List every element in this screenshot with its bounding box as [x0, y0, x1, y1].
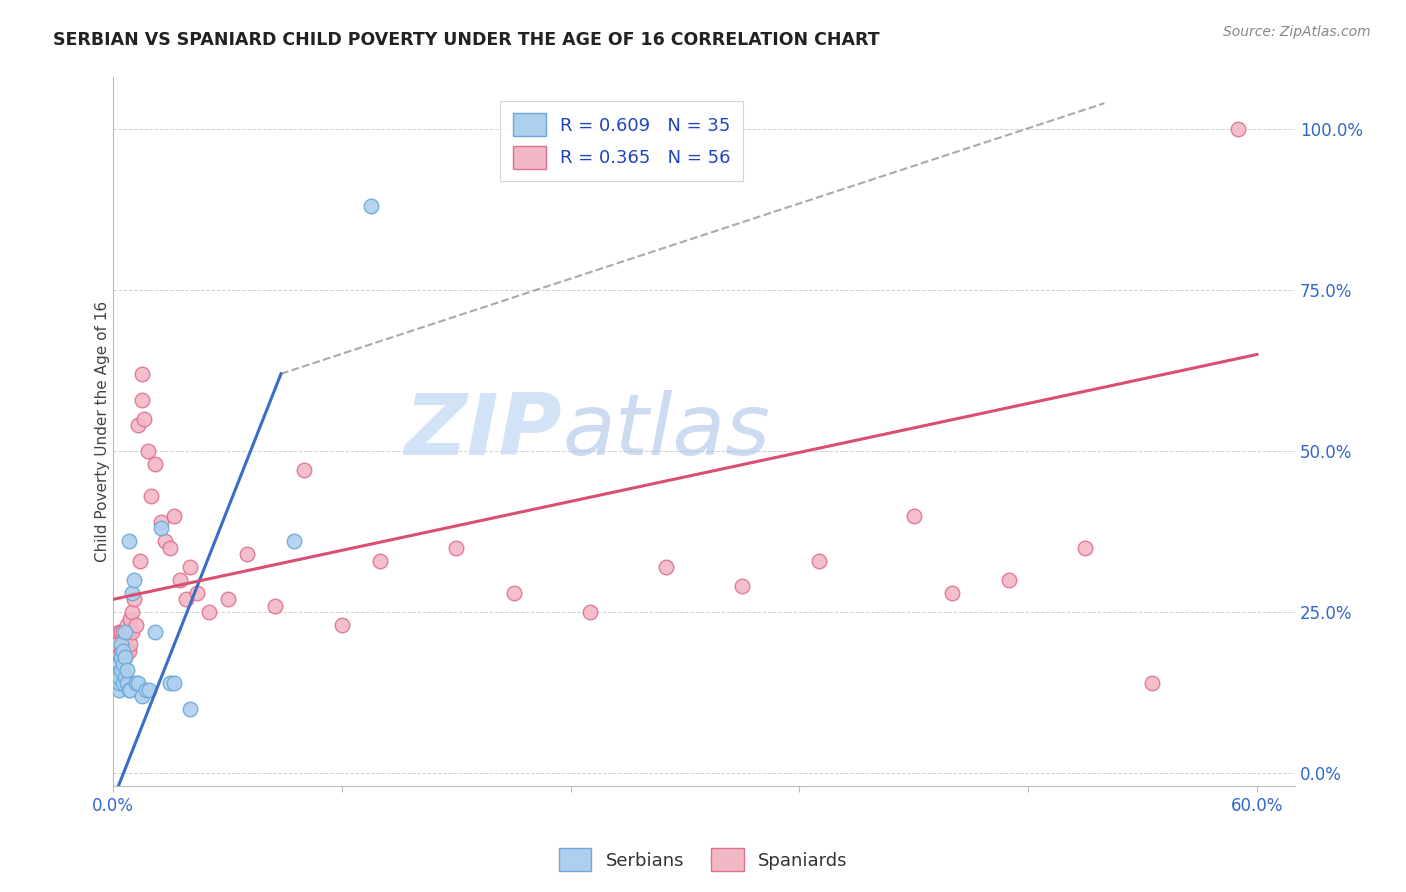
Point	[111, 670, 134, 684]
Point	[179, 702, 201, 716]
Point	[807, 554, 830, 568]
Text: ZIP: ZIP	[405, 391, 562, 474]
Point	[115, 663, 138, 677]
Point	[110, 650, 132, 665]
Text: atlas: atlas	[562, 391, 770, 474]
Y-axis label: Child Poverty Under the Age of 16: Child Poverty Under the Age of 16	[94, 301, 110, 562]
Point	[731, 579, 754, 593]
Point	[179, 560, 201, 574]
Point	[111, 624, 134, 639]
Point	[117, 624, 139, 639]
Point	[169, 573, 191, 587]
Point	[111, 644, 134, 658]
Point	[141, 489, 163, 503]
Point	[292, 463, 315, 477]
Point	[111, 637, 134, 651]
Point	[120, 682, 142, 697]
Point	[108, 670, 131, 684]
Point	[446, 541, 468, 555]
Point	[114, 650, 136, 665]
Point	[186, 586, 208, 600]
Point	[122, 592, 145, 607]
Point	[114, 631, 136, 645]
Point	[110, 663, 132, 677]
Point	[110, 624, 132, 639]
Point	[132, 412, 155, 426]
Point	[903, 508, 925, 523]
Point	[117, 534, 139, 549]
Point	[105, 670, 128, 684]
Legend: Serbians, Spaniards: Serbians, Spaniards	[551, 841, 855, 879]
Point	[115, 676, 138, 690]
Point	[131, 392, 153, 407]
Point	[368, 554, 391, 568]
Point	[174, 592, 197, 607]
Point	[153, 534, 176, 549]
Point	[235, 547, 257, 561]
Point	[197, 605, 219, 619]
Point	[110, 644, 132, 658]
Point	[136, 444, 159, 458]
Point	[127, 676, 149, 690]
Point	[163, 676, 186, 690]
Point	[163, 508, 186, 523]
Point	[108, 624, 131, 639]
Point	[121, 586, 143, 600]
Point	[998, 573, 1021, 587]
Point	[131, 367, 153, 381]
Point	[105, 657, 128, 671]
Text: SERBIAN VS SPANIARD CHILD POVERTY UNDER THE AGE OF 16 CORRELATION CHART: SERBIAN VS SPANIARD CHILD POVERTY UNDER …	[53, 31, 880, 49]
Legend: R = 0.609   N = 35, R = 0.365   N = 56: R = 0.609 N = 35, R = 0.365 N = 56	[501, 101, 744, 181]
Point	[105, 650, 128, 665]
Point	[1140, 676, 1163, 690]
Point	[105, 637, 128, 651]
Point	[121, 624, 143, 639]
Point	[1226, 122, 1249, 136]
Point	[108, 657, 131, 671]
Point	[108, 657, 131, 671]
Point	[120, 637, 142, 651]
Point	[114, 650, 136, 665]
Point	[578, 605, 600, 619]
Point	[159, 676, 181, 690]
Point	[105, 663, 128, 677]
Point	[655, 560, 678, 574]
Point	[283, 534, 305, 549]
Point	[117, 644, 139, 658]
Point	[127, 418, 149, 433]
Point	[131, 689, 153, 703]
Point	[111, 657, 134, 671]
Point	[149, 521, 172, 535]
Point	[114, 670, 136, 684]
Point	[125, 618, 148, 632]
Point	[264, 599, 287, 613]
Point	[217, 592, 239, 607]
Point	[120, 612, 142, 626]
Point	[138, 682, 160, 697]
Point	[135, 682, 157, 697]
Point	[117, 682, 139, 697]
Point	[149, 515, 172, 529]
Point	[110, 637, 132, 651]
Point	[129, 554, 152, 568]
Point	[115, 644, 138, 658]
Point	[143, 624, 166, 639]
Point	[114, 624, 136, 639]
Point	[108, 676, 131, 690]
Point	[143, 457, 166, 471]
Point	[125, 676, 148, 690]
Point	[330, 618, 353, 632]
Text: Source: ZipAtlas.com: Source: ZipAtlas.com	[1223, 25, 1371, 39]
Point	[941, 586, 963, 600]
Point	[159, 541, 181, 555]
Point	[121, 605, 143, 619]
Point	[115, 618, 138, 632]
Point	[108, 682, 131, 697]
Point	[111, 676, 134, 690]
Point	[1074, 541, 1097, 555]
Point	[360, 199, 382, 213]
Point	[502, 586, 524, 600]
Point	[122, 573, 145, 587]
